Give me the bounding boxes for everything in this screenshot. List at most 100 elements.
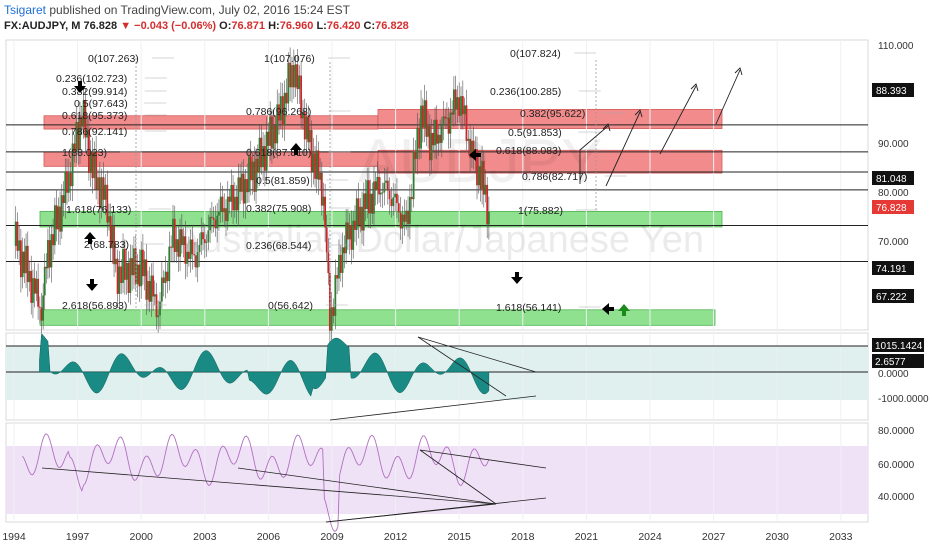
candle-body bbox=[219, 196, 222, 212]
candle-body bbox=[182, 236, 185, 246]
indicator-badge-text: 2.6577 bbox=[875, 357, 906, 368]
candle-body bbox=[267, 131, 270, 146]
candle-body bbox=[287, 62, 290, 104]
candle-body bbox=[467, 138, 470, 141]
price-tick: 110.000 bbox=[878, 41, 914, 52]
candle-body bbox=[453, 89, 455, 115]
candle-body bbox=[460, 96, 462, 116]
candle-body bbox=[116, 258, 119, 294]
candle-body bbox=[345, 222, 348, 254]
fib-label: 0.786(96.268) bbox=[246, 106, 311, 118]
candle-body bbox=[189, 239, 192, 259]
candle-body bbox=[332, 307, 335, 316]
candle-body bbox=[48, 240, 51, 268]
candle-body bbox=[23, 251, 26, 274]
candle-body bbox=[454, 89, 457, 110]
author-link[interactable]: Tsigaret bbox=[4, 3, 47, 17]
candle-body bbox=[300, 75, 303, 119]
candle-body bbox=[18, 240, 21, 251]
candle-body bbox=[168, 246, 171, 282]
candle-body bbox=[385, 180, 387, 183]
candle-body bbox=[324, 196, 327, 228]
candle-body bbox=[366, 180, 369, 210]
candle-body bbox=[314, 153, 316, 179]
candle-body bbox=[14, 221, 17, 246]
candle-body bbox=[271, 116, 273, 149]
candle-body bbox=[302, 111, 304, 119]
candle-body bbox=[396, 193, 398, 204]
candle-body bbox=[225, 208, 227, 222]
candle-body bbox=[484, 184, 487, 195]
fib-label: 1.618(56.141) bbox=[496, 302, 561, 314]
time-tick: 2003 bbox=[193, 531, 217, 543]
fib-label: 2.618(56.893) bbox=[62, 300, 127, 312]
time-tick: 2030 bbox=[766, 531, 790, 543]
candle-body bbox=[279, 96, 282, 121]
projection-path bbox=[579, 125, 609, 184]
candle-body bbox=[228, 196, 231, 202]
candle-body bbox=[291, 65, 293, 88]
candle-body bbox=[214, 219, 217, 229]
candle-body bbox=[223, 208, 226, 213]
candle-body bbox=[127, 262, 130, 293]
candle-body bbox=[45, 266, 48, 269]
candle-body bbox=[50, 234, 53, 268]
rsi-trendline bbox=[325, 503, 497, 523]
high-value: 76.960 bbox=[279, 20, 314, 32]
candle-body bbox=[140, 249, 143, 287]
candle-body bbox=[237, 177, 240, 211]
candle-body bbox=[272, 125, 275, 149]
candle-body bbox=[113, 225, 115, 265]
left-arrow-icon bbox=[469, 149, 481, 161]
candle-body bbox=[435, 119, 438, 144]
candle-body bbox=[283, 92, 286, 126]
candle-body bbox=[378, 176, 380, 195]
candle-body bbox=[410, 196, 413, 200]
up-arrow-icon bbox=[290, 143, 302, 155]
candle-body bbox=[177, 239, 180, 257]
candle-body bbox=[180, 229, 183, 246]
fib-label: 0.382(99.914) bbox=[62, 86, 127, 98]
fib-label: 0.382(75.908) bbox=[246, 203, 311, 215]
price-axis[interactable]: 110.000 90.000 80.000 70.000 88.393 81.048 76.… bbox=[872, 41, 929, 503]
rsi-tick: 40.0000 bbox=[878, 492, 915, 503]
candle-body bbox=[253, 161, 256, 192]
candle-body bbox=[77, 121, 80, 150]
candle-body bbox=[407, 210, 409, 224]
time-axis[interactable]: 1994 1997 2000 2003 2006 2009 2012 2015 2018 2021… bbox=[2, 531, 852, 543]
candle-body bbox=[336, 275, 339, 279]
fib-label: 2(68.783) bbox=[84, 239, 129, 251]
publish-info: published on TradingView.com, July 02, 2… bbox=[49, 3, 351, 17]
candle-body bbox=[60, 195, 63, 232]
open-label: O: bbox=[219, 20, 232, 32]
indicator-tick: 0.0000 bbox=[878, 369, 909, 380]
down-arrow-icon: ▼ bbox=[120, 20, 132, 32]
price-badge-text: 81.048 bbox=[876, 174, 907, 185]
candle-body bbox=[420, 105, 422, 149]
candle-body bbox=[106, 184, 109, 223]
symbol-label[interactable]: FX:AUDJPY, M bbox=[4, 20, 81, 32]
candle-body bbox=[487, 211, 490, 225]
candle-body bbox=[195, 255, 197, 268]
candle-body bbox=[86, 129, 89, 138]
candle-body bbox=[355, 198, 358, 230]
candle-body bbox=[155, 294, 158, 318]
candle-body bbox=[102, 177, 105, 200]
candle-body bbox=[451, 112, 454, 115]
watermark-description: Australian Dollar/Japanese Yen bbox=[176, 219, 704, 261]
candle-body bbox=[209, 216, 211, 231]
time-tick: 2006 bbox=[257, 531, 281, 543]
candle-body bbox=[226, 196, 229, 222]
candle-body bbox=[427, 125, 430, 137]
candle-body bbox=[28, 270, 31, 283]
candle-body bbox=[162, 277, 165, 283]
candle-body bbox=[310, 129, 313, 172]
indicator-histogram bbox=[39, 332, 490, 397]
candle-body bbox=[235, 196, 238, 211]
candle-body bbox=[26, 245, 29, 283]
candle-body bbox=[33, 278, 36, 294]
fib-label: 1(107.076) bbox=[264, 53, 315, 65]
candle-body bbox=[262, 146, 264, 168]
close-label: C: bbox=[363, 20, 376, 32]
